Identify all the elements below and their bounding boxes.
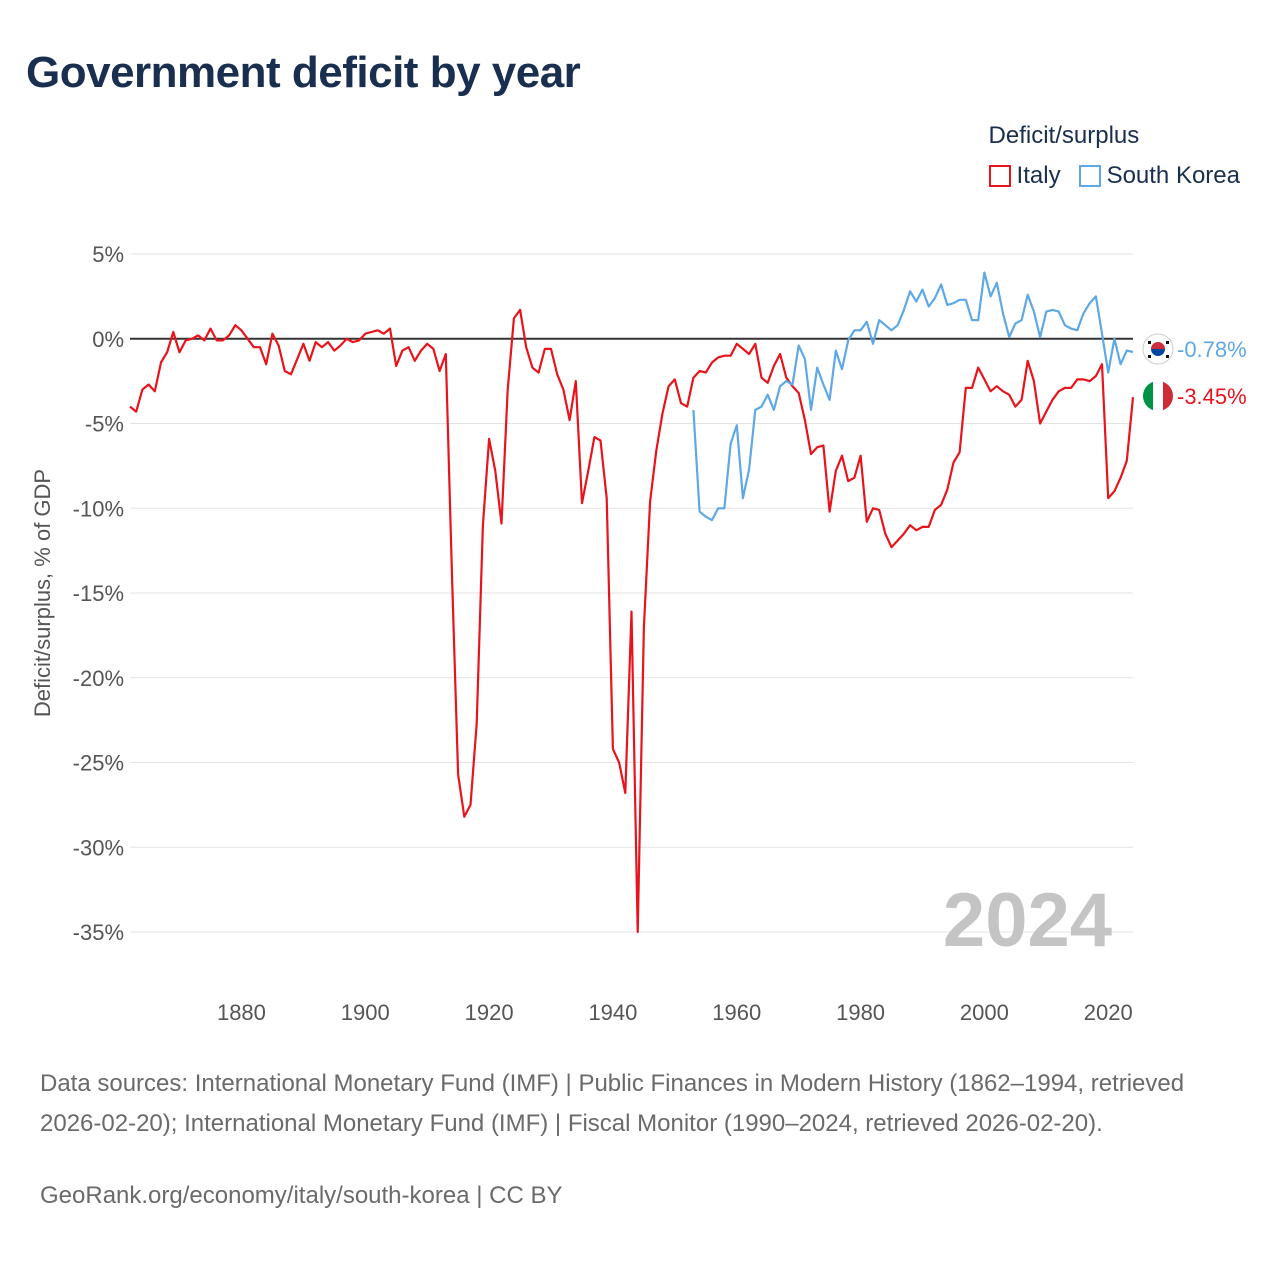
flag-south-korea-icon [1142, 333, 1174, 365]
legend-label-south-korea: South Korea [1106, 162, 1240, 189]
end-label-south-korea: -0.78% [1177, 337, 1247, 362]
series-lines [129, 271, 1135, 934]
legend-item-italy[interactable]: Italy [988, 162, 1061, 190]
legend: Deficit/surplus Italy South Korea [988, 122, 1240, 190]
x-tick-label: 1940 [588, 1000, 637, 1025]
legend-label-italy: Italy [1016, 162, 1061, 189]
grid [130, 253, 1133, 933]
x-tick-label: 1960 [712, 1000, 761, 1025]
legend-title: Deficit/surplus [988, 122, 1140, 149]
end-label-italy: -3.45% [1177, 384, 1247, 409]
y-tick-label: -10% [73, 496, 124, 521]
y-axis-label: Deficit/surplus, % of GDP [30, 469, 55, 717]
x-axis-ticks: 1880 1900 1920 1940 1960 1980 2000 2020 [217, 1000, 1133, 1025]
x-tick-label: 1920 [465, 1000, 514, 1025]
x-tick-label: 2020 [1084, 1000, 1133, 1025]
legend-swatch-south-korea [1078, 165, 1101, 187]
line-chart: 5% 0% -5% -10% -15% -20% -25% -30% -35% 1880 1900… [30, 242, 1247, 1025]
y-tick-label: -20% [73, 666, 124, 691]
series-line-italy[interactable] [129, 308, 1135, 934]
y-axis-ticks: 5% 0% -5% -10% -15% -20% -25% -30% -35% [73, 242, 124, 945]
x-tick-label: 1980 [836, 1000, 885, 1025]
y-tick-label: -35% [73, 920, 124, 945]
y-tick-label: -25% [73, 751, 124, 776]
data-sources: Data sources: International Monetary Fun… [40, 1070, 1185, 1137]
x-tick-label: 2000 [960, 1000, 1009, 1025]
credit-line[interactable]: GeoRank.org/economy/italy/south-korea | … [40, 1182, 563, 1209]
y-tick-label: 0% [92, 327, 124, 352]
y-tick-label: 5% [92, 242, 124, 267]
series-line-south-korea[interactable] [692, 271, 1134, 522]
x-tick-label: 1900 [341, 1000, 390, 1025]
y-tick-label: -15% [73, 581, 124, 606]
y-tick-label: -30% [73, 835, 124, 860]
flag-italy-icon [1143, 381, 1173, 411]
y-tick-label: -5% [85, 412, 124, 437]
legend-swatch-italy [988, 165, 1011, 187]
year-watermark: 2024 [943, 878, 1112, 963]
legend-item-south-korea[interactable]: South Korea [1078, 162, 1240, 190]
end-labels: -0.78% -3.45% [1142, 333, 1247, 411]
x-tick-label: 1880 [217, 1000, 266, 1025]
chart-title: Government deficit by year [26, 48, 581, 97]
